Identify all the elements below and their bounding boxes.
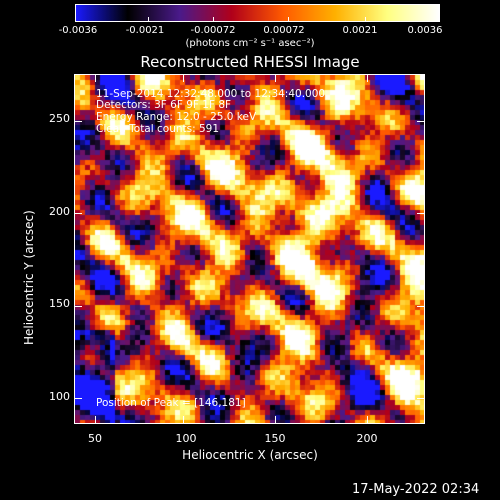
y-tick-mark [74, 306, 82, 307]
y-tick-label: 100 [49, 390, 70, 403]
image-canvas [75, 75, 425, 424]
y-tick-mark [417, 398, 425, 399]
x-tick-mark [367, 416, 368, 424]
colorbar-tick-mark [213, 17, 214, 22]
colorbar-tick-mark [148, 17, 149, 22]
colorbar-unit-label: (photons cm⁻² s⁻¹ asec⁻²) [185, 38, 315, 49]
colorbar-tick-mark [365, 17, 366, 22]
x-tick-label: 150 [264, 432, 286, 445]
y-tick-label: 250 [49, 112, 70, 125]
colorbar-tick-mark [288, 17, 289, 22]
y-tick-mark [417, 121, 425, 122]
y-tick-mark [74, 398, 82, 399]
annotation-clean: Clean Total counts: 591 [96, 123, 220, 135]
y-tick-mark [417, 213, 425, 214]
colorbar-tick-label: -0.0036 [58, 25, 98, 36]
colorbar-tick-label: 0.0036 [407, 25, 443, 36]
colorbar-tick-label: 0.00072 [263, 25, 305, 36]
x-tick-mark [95, 416, 96, 424]
colorbar [75, 4, 440, 22]
x-tick-mark [275, 74, 276, 82]
annotation-peak: Position of Peak = [146,181] [96, 397, 246, 409]
annotation-detectors: Detectors: 3F 6F 9F 1F 8F [96, 99, 232, 111]
plot-title: Reconstructed RHESSI Image [140, 53, 360, 71]
y-tick-mark [74, 121, 82, 122]
annotation-energy: Energy Range: 12.0 - 25.0 keV [96, 111, 257, 123]
image-plot [75, 75, 425, 424]
x-tick-mark [275, 416, 276, 424]
y-tick-mark [74, 213, 82, 214]
colorbar-tick-mark [439, 17, 440, 22]
y-axis-label: Heliocentric Y (arcsec) [22, 210, 36, 345]
x-tick-label: 100 [175, 432, 197, 445]
x-tick-mark [183, 74, 184, 82]
x-tick-mark [95, 74, 96, 82]
x-axis-label: Heliocentric X (arcsec) [182, 448, 318, 462]
x-tick-mark [367, 74, 368, 82]
colorbar-tick-label: 0.0021 [342, 25, 378, 36]
colorbar-tick-label: -0.00072 [190, 25, 236, 36]
y-tick-label: 200 [49, 205, 70, 218]
y-tick-mark [417, 306, 425, 307]
x-tick-label: 50 [88, 432, 102, 445]
annotation-time-range: 11-Sep-2014 12:32:48.000 to 12:34:40.000 [96, 88, 326, 100]
x-tick-label: 200 [356, 432, 378, 445]
colorbar-tick-mark [75, 17, 76, 22]
y-tick-label: 150 [49, 297, 70, 310]
colorbar-tick-label: -0.0021 [125, 25, 165, 36]
x-tick-mark [183, 416, 184, 424]
footer-date: 17-May-2022 02:34 [352, 482, 480, 497]
